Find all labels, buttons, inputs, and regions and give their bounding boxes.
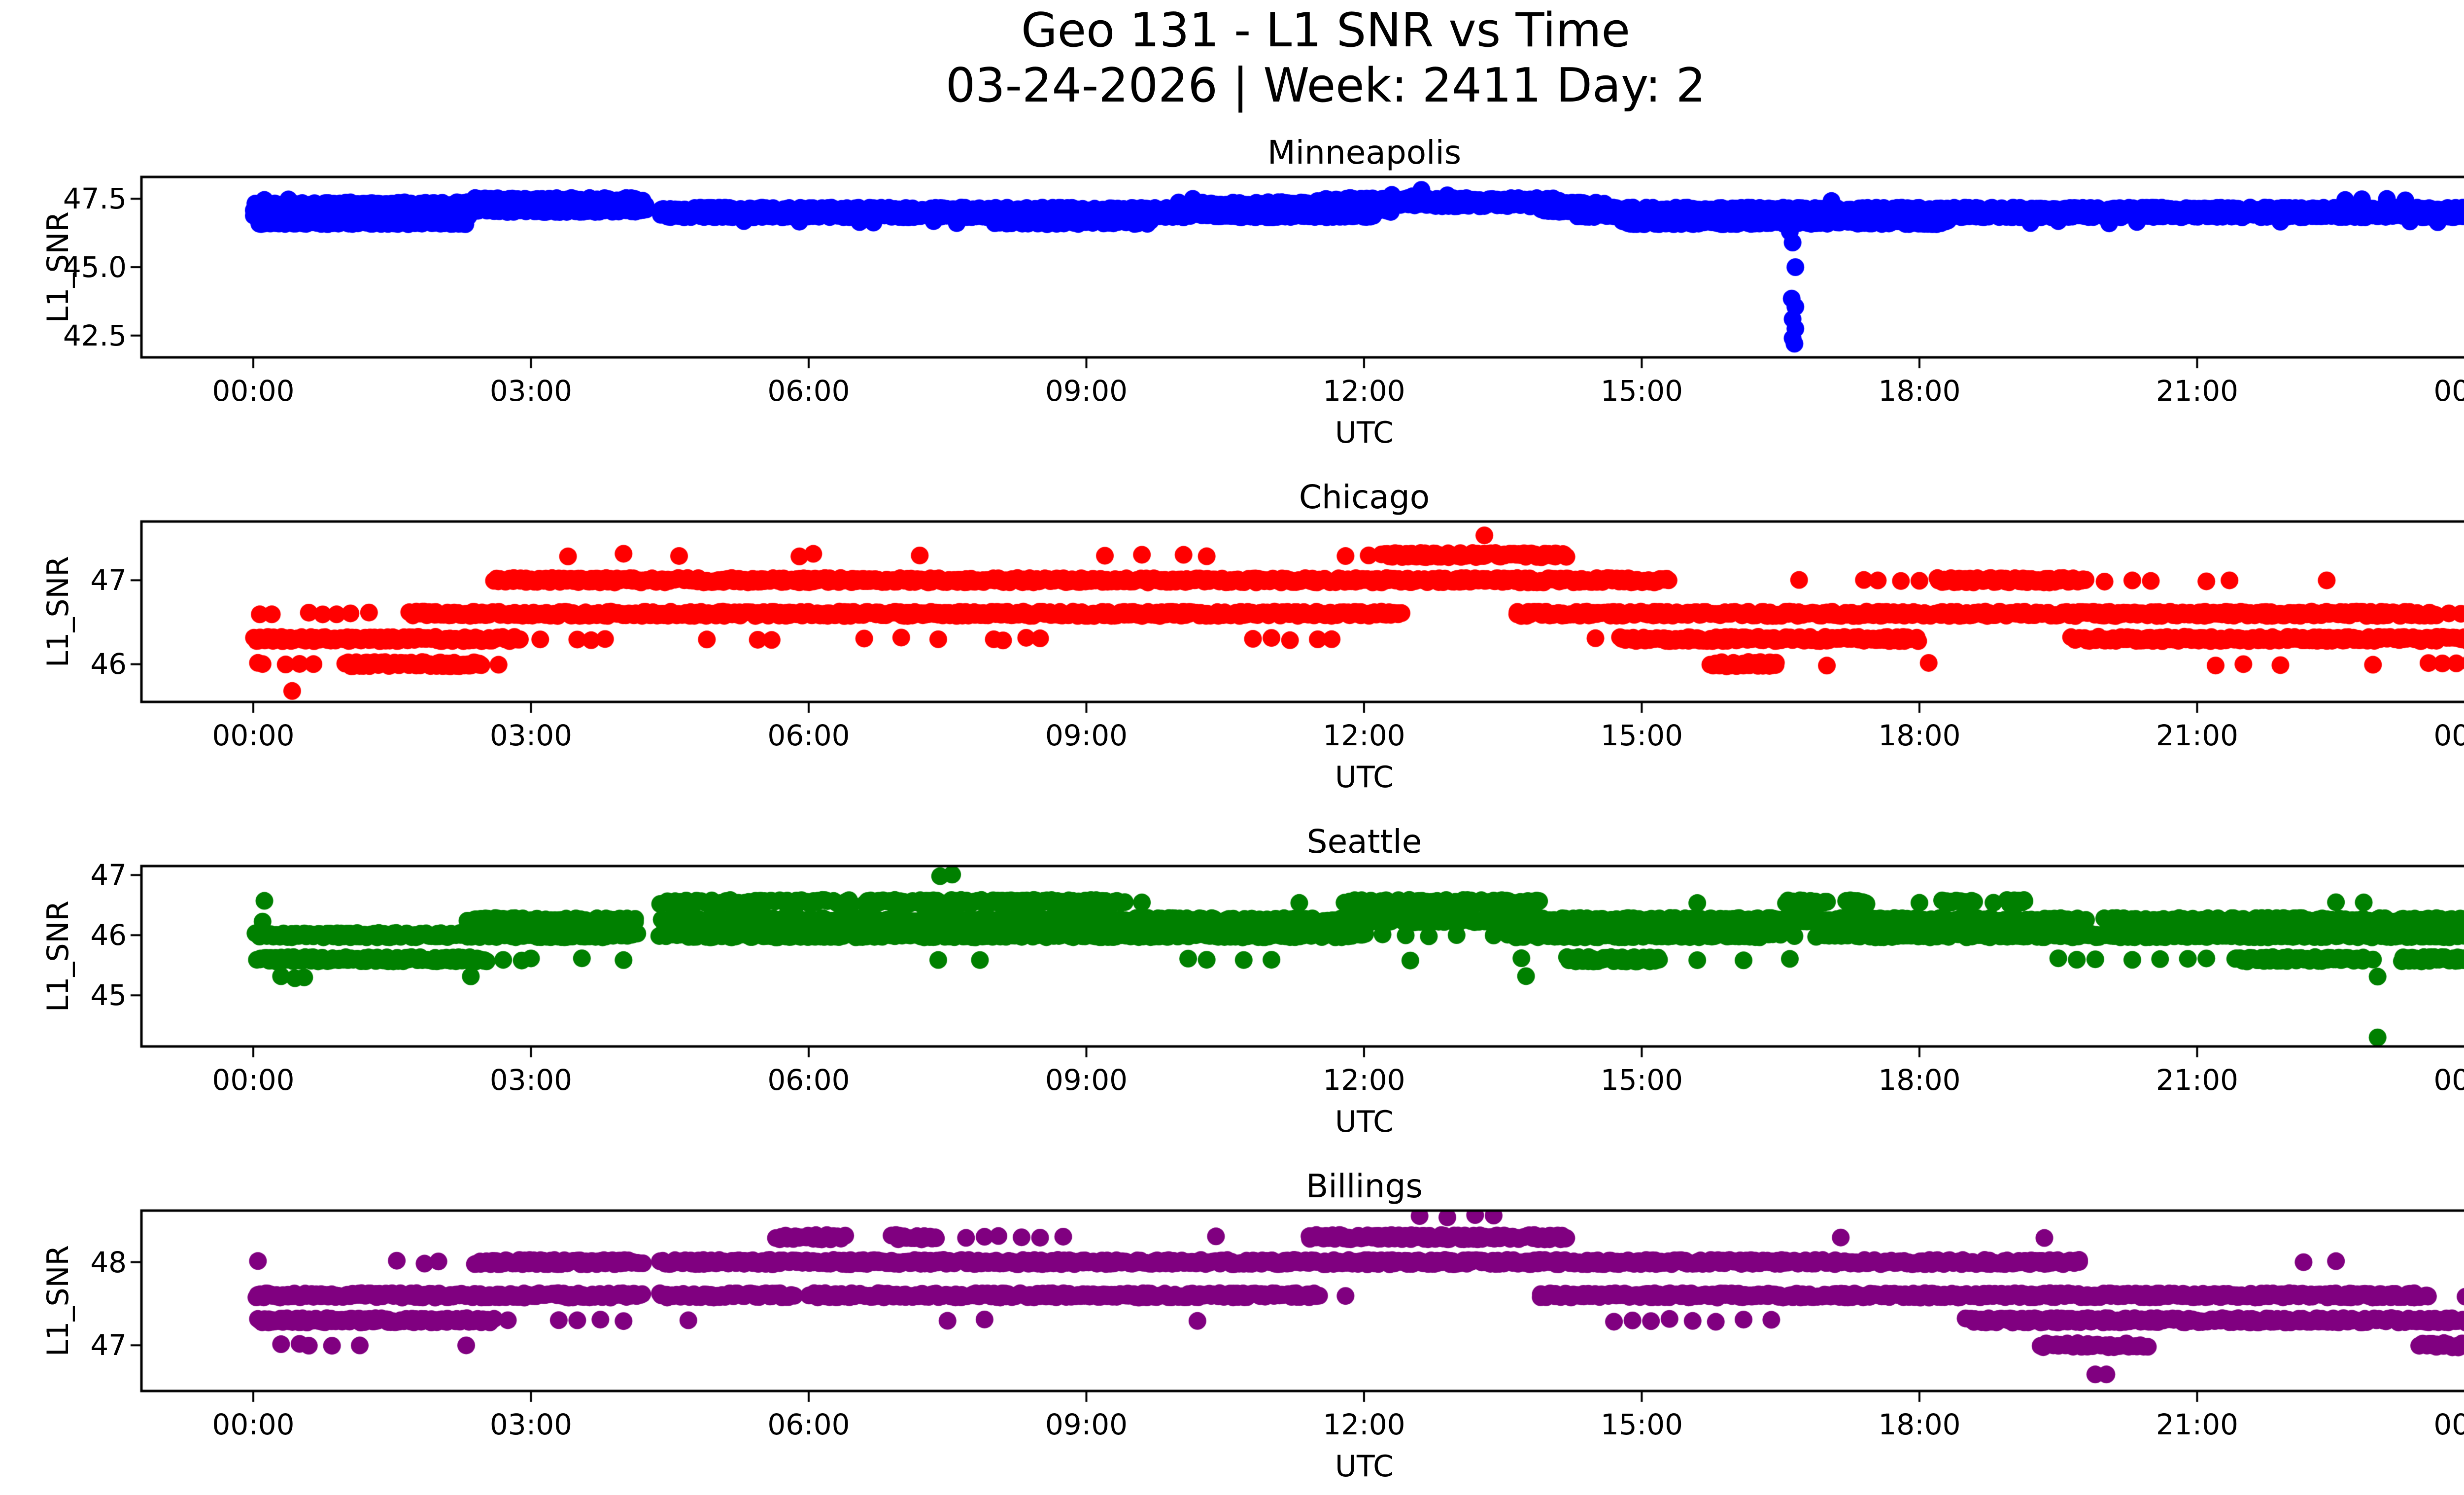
x-tick-label: 06:00: [767, 719, 850, 752]
x-tick-label: 00:00: [212, 374, 295, 408]
x-tick-label: 12:00: [1323, 374, 1405, 408]
y-axis-label: L1_SNR: [41, 556, 75, 668]
x-tick-label: 21:00: [2156, 1408, 2238, 1441]
x-axis-label: UTC: [1335, 1105, 1394, 1139]
y-tick-label: 48: [90, 1245, 127, 1279]
x-tick-label: 15:00: [1600, 719, 1683, 752]
y-tick-label: 47: [90, 858, 127, 892]
x-tick-label: 21:00: [2156, 374, 2238, 408]
y-tick-label: 46: [90, 647, 127, 681]
y-axis-label: L1_SNR: [41, 1245, 75, 1357]
x-tick-label: 15:00: [1600, 374, 1683, 408]
subplot-title-seattle: Seattle: [1306, 823, 1422, 861]
x-tick-label: 06:00: [767, 1408, 850, 1441]
x-tick-label: 09:00: [1045, 1063, 1128, 1097]
x-tick-label: 03:00: [489, 719, 573, 752]
y-axis-label: L1_SNR: [41, 900, 75, 1012]
x-tick-label: 12:00: [1323, 719, 1405, 752]
x-tick-label: 21:00: [2156, 719, 2238, 752]
x-tick-label: 03:00: [489, 1063, 573, 1097]
y-tick-label: 45: [90, 978, 127, 1012]
x-tick-label: 18:00: [1878, 1408, 1961, 1441]
x-tick-label: 18:00: [1878, 1063, 1961, 1097]
x-tick-label: 15:00: [1600, 1063, 1683, 1097]
x-tick-label: 21:00: [2156, 1063, 2238, 1097]
x-tick-label: 09:00: [1045, 374, 1128, 408]
y-tick-label: 46: [90, 918, 127, 952]
x-axis-label: UTC: [1335, 760, 1394, 795]
x-axis-label: UTC: [1335, 416, 1394, 450]
x-tick-label: 00:00: [2433, 1063, 2464, 1097]
subplot-title-chicago: Chicago: [1299, 478, 1430, 516]
x-tick-label: 15:00: [1600, 1408, 1683, 1441]
x-tick-label: 00:00: [2433, 374, 2464, 408]
y-tick-label: 47.5: [63, 182, 127, 216]
x-tick-label: 00:00: [2433, 719, 2464, 752]
x-tick-label: 00:00: [212, 719, 295, 752]
x-tick-label: 00:00: [212, 1063, 295, 1097]
y-tick-label: 42.5: [63, 318, 127, 352]
x-tick-label: 09:00: [1045, 719, 1128, 752]
subplot-title-billings: Billings: [1306, 1167, 1423, 1205]
x-tick-label: 00:00: [212, 1408, 295, 1441]
x-axis-label: UTC: [1335, 1449, 1394, 1484]
x-tick-label: 06:00: [767, 1063, 850, 1097]
x-tick-label: 12:00: [1323, 1408, 1405, 1441]
x-tick-label: 03:00: [489, 1408, 573, 1441]
y-tick-label: 47: [90, 1328, 127, 1362]
x-tick-label: 18:00: [1878, 374, 1961, 408]
subplot-title-minneapolis: Minneapolis: [1267, 134, 1462, 172]
y-tick-label: 45.0: [63, 250, 127, 284]
x-tick-label: 12:00: [1323, 1063, 1405, 1097]
x-tick-label: 09:00: [1045, 1408, 1128, 1441]
y-tick-label: 47: [90, 563, 127, 597]
x-tick-label: 06:00: [767, 374, 850, 408]
figure-title-line2: 03-24-2026 | Week: 2411 Day: 2: [945, 59, 1706, 113]
x-tick-label: 18:00: [1878, 719, 1961, 752]
x-tick-label: 03:00: [489, 374, 573, 408]
x-tick-label: 00:00: [2433, 1408, 2464, 1441]
figure-title-line1: Geo 131 - L1 SNR vs Time: [1021, 3, 1630, 58]
